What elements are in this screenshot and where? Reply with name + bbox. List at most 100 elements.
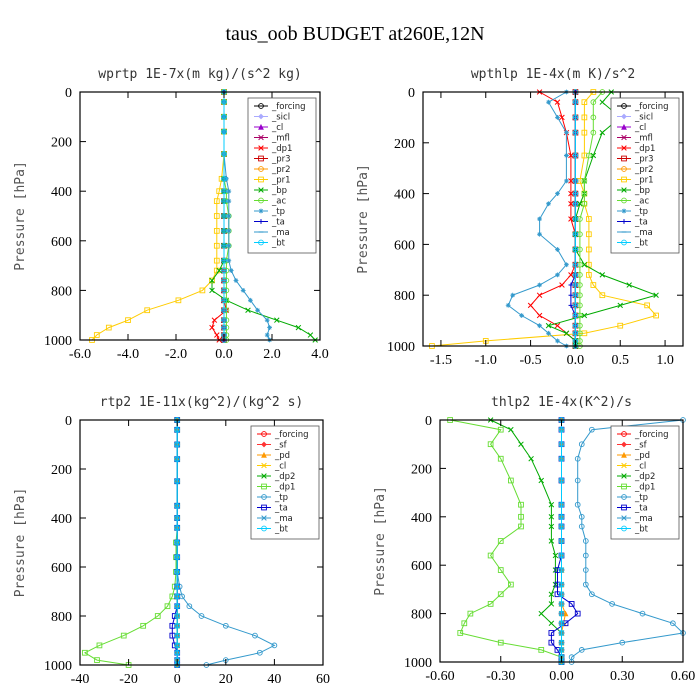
data-point [586,231,592,238]
legend-label: _sf [634,441,648,451]
y-tick-label: 600 [411,559,432,574]
y-tick-label: 400 [411,511,432,526]
data-point [572,129,579,136]
legend: _forcing_sicl_cl_mfl_dp1_pr3_pr2_pr1_bp_… [610,97,680,254]
legend-label: _ma [274,514,293,524]
data-point [221,175,227,182]
series-line [431,91,658,347]
data-point [572,261,579,268]
chart-panel-4: thlp2 1E-4x(K^2)/s Pressure [hPa] -0.60 -0.… [373,395,695,684]
data-point [248,297,253,303]
x-tick-label: 4.0 [311,347,329,362]
data-point [518,501,524,508]
data-point [574,610,581,617]
panel-title: thlp2 1E-4x(K^2)/s [491,395,632,410]
data-point [505,302,511,308]
data-point [548,630,555,636]
legend-box [610,97,680,254]
data-point [581,200,588,207]
x-tick-label: 0.0 [567,353,585,368]
data-point [574,455,581,462]
data-point [558,601,565,607]
data-point [518,523,524,530]
data-point [568,292,574,298]
data-point [221,113,227,120]
legend-marker [621,176,627,183]
data-point [221,213,227,219]
legend-marker [621,494,627,500]
data-point [174,649,181,656]
legend-marker [621,219,627,224]
legend-marker [621,483,627,490]
legend-label: _sicl [634,113,653,123]
data-point [211,317,218,323]
data-point [589,591,595,598]
data-point [572,330,579,337]
data-point [245,307,251,313]
data-point [552,552,559,559]
x-tick-label: 0 [174,672,181,687]
data-point [213,198,220,204]
data-point [548,523,555,530]
data-point [558,552,565,559]
data-point [568,178,574,184]
data-point [221,128,227,135]
data-point [213,257,220,264]
data-point [213,242,220,249]
legend-marker [258,103,264,109]
data-point [226,258,232,264]
legend-marker [261,441,267,448]
data-point [572,312,579,319]
legend-label: _forcing [274,430,309,440]
series_pr1 [89,89,227,343]
data-point [164,603,171,610]
series-group [429,88,659,349]
legend: _forcing_sicl_cl_mfl_dp1_pr3_pr2_pr1_bp_… [247,97,317,254]
data-point [578,523,585,530]
data-point [221,307,227,314]
data-point [558,538,565,544]
data-point [487,441,494,448]
legend-marker [258,123,264,130]
data-point [590,282,597,288]
data-point [558,523,565,530]
chart-panel-1: wprtp 1E-7x(m kg)/(s^2 kg) Pressure [hPa]… [13,67,329,362]
data-point [256,649,263,656]
data-point [94,657,100,663]
data-point [174,502,181,509]
data-point [226,228,232,234]
legend-label: _forcing [634,102,669,112]
data-point [295,324,302,331]
data-point [581,114,588,121]
data-point [174,613,181,619]
x-tick-label: -40 [71,672,90,687]
data-point [519,313,525,318]
x-tick-label: 1.0 [656,353,674,368]
data-point [221,188,227,195]
data-point [590,99,597,106]
data-point [175,297,182,304]
figure-title: taus_oob BUDGET at260E,12N [225,23,484,45]
data-point [572,292,579,299]
data-point [558,426,565,433]
data-point [572,272,579,278]
data-point [174,593,181,600]
x-tick-label: -20 [119,672,138,687]
data-point [497,426,504,433]
data-point [174,622,181,629]
data-point [548,538,555,544]
data-point [555,272,560,278]
data-point [221,151,227,157]
data-point [558,501,565,508]
series_dp2 [487,417,565,665]
data-point [578,647,585,653]
series_tp [505,89,569,349]
x-tick-label: 60 [316,672,330,687]
data-point [653,312,659,319]
y-axis-label: Pressure [hPa] [356,164,371,274]
y-tick-label: 0 [408,86,415,101]
y-tick-label: 600 [51,561,72,576]
data-point [568,302,574,308]
x-tick-label: 40 [267,672,281,687]
data-point [537,323,542,329]
